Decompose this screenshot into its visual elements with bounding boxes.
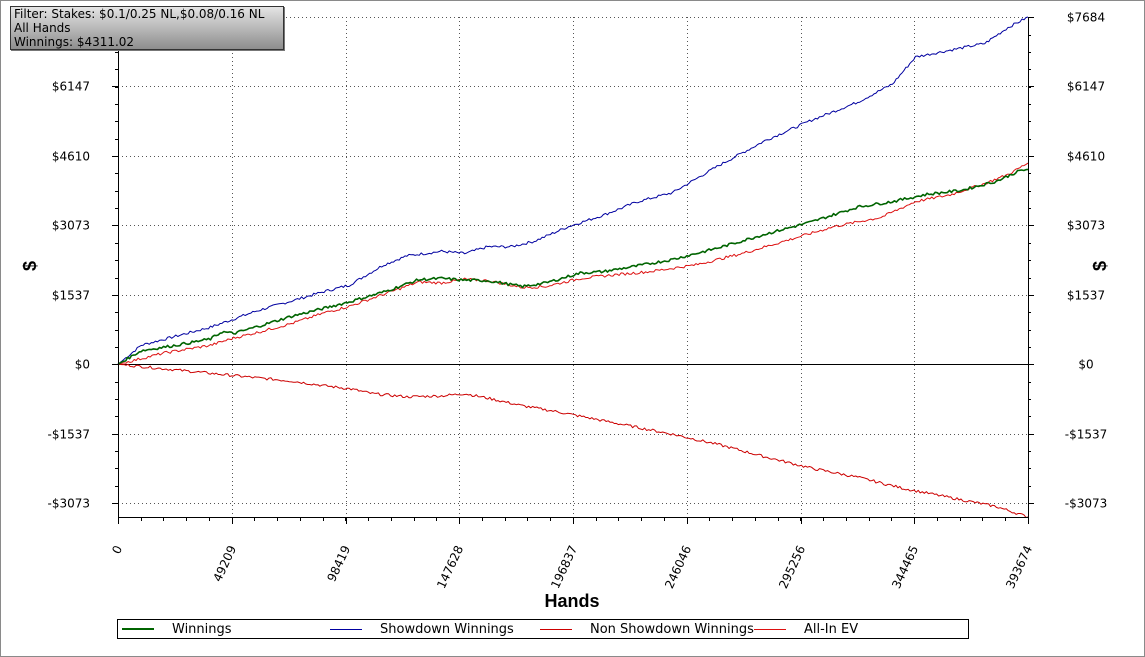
legend-label-winnings: Winnings	[172, 621, 232, 637]
y-axis-label-left: $	[20, 261, 40, 271]
y-tick-label-right: -$3073	[1065, 497, 1108, 511]
series-winnings	[117, 168, 1029, 365]
y-tick-label: $1537	[52, 289, 90, 303]
legend-item-winnings: Winnings	[122, 620, 232, 638]
x-tick-label: 393674	[1003, 543, 1035, 590]
x-tick-label: 0	[109, 543, 125, 556]
x-tick-label: 196837	[548, 543, 580, 590]
y-tick-label-right: -$1537	[1065, 428, 1108, 442]
series-allin-ev	[117, 162, 1029, 365]
y-tick-label: -$3073	[47, 497, 90, 511]
filter-winnings-text: Winnings: $4311.02	[14, 35, 135, 49]
legend-label-showdown: Showdown Winnings	[380, 621, 514, 637]
x-tick-labels: 0 49209 98419 147628 196837 246046 295256 34446…	[109, 543, 1035, 590]
x-tick-label: 344465	[889, 543, 921, 590]
y-tick-label-right: $1537	[1067, 289, 1105, 303]
y-axis-label-right: $	[1090, 261, 1110, 271]
x-tick-label: 147628	[434, 543, 466, 590]
axes	[112, 17, 1034, 524]
filter-info-box: Filter: Stakes: $0.1/0.25 NL,$0.08/0.16 …	[10, 6, 284, 50]
legend-swatch-winnings	[122, 628, 154, 630]
y-tick-label: $0	[75, 358, 90, 372]
y-tick-label-right: $6147	[1067, 80, 1105, 94]
y-tick-label: $6147	[52, 80, 90, 94]
series-non-showdown-winnings	[117, 363, 1029, 518]
filter-stakes-text: Filter: Stakes: $0.1/0.25 NL,$0.08/0.16 …	[14, 7, 265, 21]
legend-swatch-allin-ev	[754, 628, 786, 630]
filter-hands-text: All Hands	[14, 21, 71, 35]
y-tick-labels-right: -$3073 -$1537 $0 $1537 $3073 $4610 $6147 $7684	[1065, 11, 1108, 511]
legend-item-non-showdown: Non Showdown Winnings	[540, 620, 754, 638]
legend-label-non-showdown: Non Showdown Winnings	[590, 621, 754, 637]
legend-label-allin-ev: All-In EV	[804, 621, 859, 637]
y-tick-label-right: $3073	[1067, 219, 1105, 233]
x-tick-label: 98419	[324, 543, 353, 584]
y-tick-label-right: $7684	[1067, 11, 1105, 25]
series-showdown-winnings	[117, 16, 1029, 365]
legend-swatch-showdown	[330, 628, 362, 630]
y-tick-label-right: $0	[1078, 358, 1093, 372]
y-tick-label: $3073	[52, 219, 90, 233]
y-tick-labels-left: -$3073-$1537$0$1537$3073$4610$6147$7684	[47, 11, 90, 511]
x-tick-label: 246046	[662, 543, 694, 590]
legend: Winnings Showdown Winnings Non Showdown …	[117, 619, 969, 639]
series-lines	[117, 16, 1029, 518]
y-tick-label: -$1537	[47, 428, 90, 442]
legend-item-showdown: Showdown Winnings	[330, 620, 514, 638]
legend-swatch-non-showdown	[540, 628, 572, 630]
x-axis-label: Hands	[544, 591, 599, 611]
legend-item-allin-ev: All-In EV	[754, 620, 858, 638]
x-tick-label: 49209	[210, 543, 239, 584]
y-tick-label-right: $4610	[1067, 150, 1105, 164]
grid-lines	[118, 17, 1028, 517]
x-tick-label: 295256	[776, 543, 808, 590]
y-tick-label: $4610	[52, 150, 90, 164]
